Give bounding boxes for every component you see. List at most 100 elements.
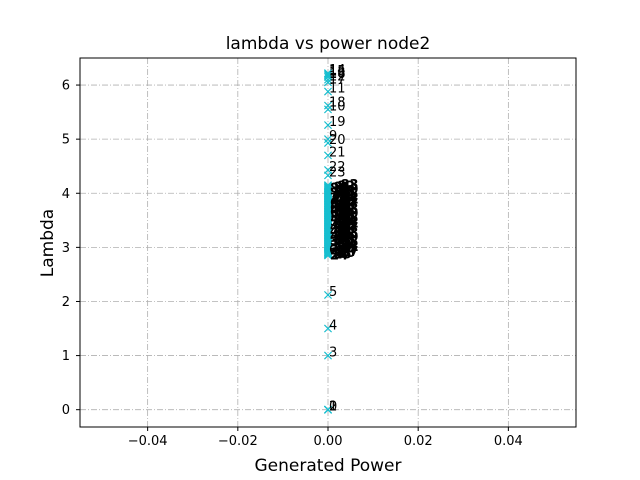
data-point: [323, 138, 333, 147]
data-point: [323, 151, 333, 160]
point-label: 37: [334, 233, 352, 248]
point-label: 77: [334, 185, 352, 200]
chart-title: lambda vs power node2: [226, 34, 431, 54]
point-label: 66: [337, 198, 355, 213]
point-label: 63: [341, 202, 359, 217]
data-point: [323, 181, 333, 190]
data-point: [323, 72, 333, 81]
data-point: [323, 290, 333, 300]
point-label: 15: [329, 64, 346, 79]
point-label: 36: [330, 234, 348, 249]
point-label: 42: [337, 227, 355, 242]
point-label: 51: [341, 216, 359, 231]
point-label: 11: [329, 82, 346, 97]
y-tick-label: 5: [62, 133, 70, 148]
y-tick-label: 6: [62, 79, 70, 94]
data-point: [323, 105, 333, 114]
x-axis-label: Generated Power: [255, 456, 402, 476]
point-label: 38: [337, 232, 355, 247]
point-label: 59: [341, 207, 359, 222]
point-label: 82: [337, 179, 355, 194]
x-axis-ticks: −0.04 −0.02 0.00 0.02 0.04: [128, 427, 523, 449]
point-label: 6: [329, 243, 337, 258]
point-label: 61: [334, 204, 352, 219]
point-label: 25: [334, 247, 352, 262]
point-label: 32: [330, 239, 348, 254]
point-label: 55: [341, 212, 359, 227]
y-axis-label: Lambda: [38, 209, 58, 277]
point-label: 49: [334, 219, 352, 234]
y-tick-label: 4: [62, 187, 70, 202]
point-label: 78: [337, 184, 355, 199]
point-label: 1: [329, 400, 337, 415]
point-label: 60: [330, 206, 348, 221]
point-label: 4: [329, 319, 337, 334]
point-label: 24: [330, 248, 348, 263]
point-label: 68: [330, 196, 348, 211]
point-labels: 2425262728293031323334353637383940414243…: [329, 63, 359, 415]
data-point: [323, 101, 333, 110]
point-label: 12: [329, 70, 346, 85]
y-axis-ticks: 0 1 2 3 4 5 6: [62, 79, 80, 418]
data-point: [323, 70, 333, 79]
point-label: 2: [329, 400, 337, 415]
point-label: 74: [337, 189, 355, 204]
point-label: 20: [329, 133, 346, 148]
data-point: [323, 405, 333, 414]
data-point: [323, 324, 333, 333]
point-label: 9: [329, 129, 337, 144]
point-label: 76: [330, 186, 348, 201]
point-label: 29: [334, 243, 352, 258]
point-label: 75: [341, 188, 359, 203]
point-label: 30: [337, 241, 355, 256]
point-label: 70: [337, 194, 355, 209]
point-label: 44: [330, 225, 348, 240]
data-point: [323, 121, 333, 130]
point-label: 23: [329, 165, 346, 180]
point-label: 69: [334, 195, 352, 210]
point-label: 39: [341, 231, 359, 246]
point-label: 5: [329, 285, 337, 300]
point-label: 67: [341, 197, 359, 212]
point-label: 26: [337, 246, 355, 261]
point-label: 83: [341, 178, 359, 193]
point-label: 0: [329, 400, 337, 415]
y-tick-label: 2: [62, 295, 70, 310]
point-label: 47: [341, 221, 359, 236]
point-label: 65: [334, 200, 352, 215]
x-tick-label: −0.04: [128, 434, 168, 449]
point-label: 31: [341, 240, 359, 255]
x-tick-label: 0.00: [314, 434, 343, 449]
point-label: 35: [341, 235, 359, 250]
point-label: 41: [334, 228, 352, 243]
point-label: 43: [341, 226, 359, 241]
x-tick-label: 0.02: [404, 434, 433, 449]
x-tick-label: −0.02: [218, 434, 258, 449]
point-label: 46: [337, 222, 355, 237]
point-label: 13: [329, 65, 346, 80]
point-label: 33: [334, 238, 352, 253]
point-label: 19: [329, 115, 346, 130]
point-label: 72: [330, 191, 348, 206]
y-tick-label: 3: [62, 241, 70, 256]
point-label: 73: [334, 190, 352, 205]
data-points: [323, 69, 333, 414]
point-label: 17: [329, 72, 346, 87]
x-tick-label: 0.04: [494, 434, 523, 449]
point-label: 56: [330, 210, 348, 225]
data-point: [323, 165, 333, 175]
y-tick-label: 1: [62, 349, 70, 364]
point-label: 16: [329, 67, 346, 82]
point-label: 53: [334, 214, 352, 229]
point-label: 80: [330, 182, 348, 197]
point-label: 54: [337, 213, 355, 228]
point-label: 40: [330, 229, 348, 244]
point-label: 22: [329, 160, 346, 175]
data-point: [323, 71, 333, 80]
point-label: 3: [329, 346, 337, 361]
point-label: 28: [330, 244, 348, 259]
point-label: 64: [330, 201, 348, 216]
data-point: [323, 135, 333, 144]
point-label: 48: [330, 220, 348, 235]
